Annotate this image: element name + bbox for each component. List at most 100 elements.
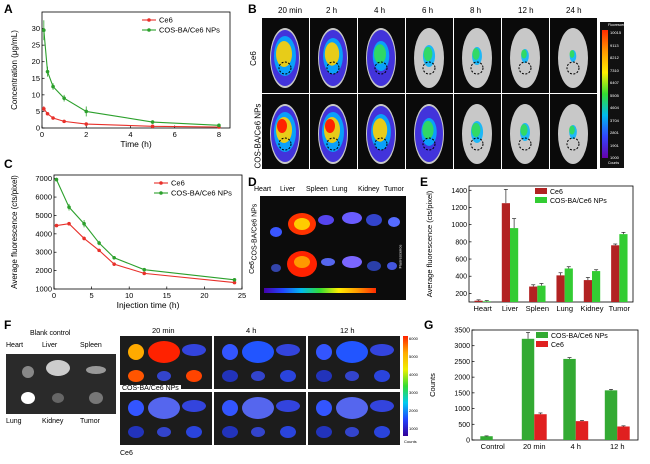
plot-frame: [468, 185, 634, 303]
legend-swatch: [535, 188, 547, 194]
panel-d-organs-svg: [270, 212, 400, 277]
panel-b-time-label: 12 h: [518, 6, 534, 15]
plot-frame: [41, 11, 231, 129]
panel-f-blank-organs: [21, 360, 106, 404]
organ-liver: [148, 341, 180, 363]
bar: [604, 390, 618, 440]
data-point: [51, 116, 55, 120]
data-point: [67, 205, 71, 209]
chart-a: 0 2 4 6 8 0 5 10 15 20 25 30 Time (h) Concentration (…: [10, 11, 231, 149]
panel-f-colorbar-ticks: 6000 5000 4000 3000 2000 1000: [409, 336, 425, 436]
mouse-image-svg: [414, 104, 444, 164]
panel-b-time-labels: 20 min 2 h 4 h 6 h 8 h 12 h 24 h: [254, 6, 594, 18]
bar: [510, 228, 519, 302]
organ-spleen: [276, 400, 300, 412]
legend-label: COS-BA/Ce6 NPs: [171, 189, 232, 198]
tumor-circle: [422, 137, 436, 151]
x-axis-label: Injection time (h): [117, 300, 180, 310]
panel-d-organ-label: Spleen: [306, 186, 328, 193]
data-point: [82, 236, 86, 241]
tumor-circle: [566, 61, 580, 75]
data-point: [232, 280, 237, 285]
organ-heart: [222, 344, 238, 360]
y-tick-label: 25: [32, 41, 40, 50]
legend-marker: [147, 28, 151, 32]
bar: [529, 286, 538, 302]
organ-spleen: [370, 400, 394, 412]
organ-image: [214, 336, 306, 389]
colorbar-tick: 7310: [610, 67, 619, 73]
panel-f-time-label: 12 h: [340, 326, 355, 335]
mouse-image-svg: [558, 28, 588, 88]
signal-inner: [423, 46, 433, 62]
data-point: [217, 123, 221, 128]
x-tick-label: Lung: [556, 304, 573, 313]
colorbar-tick: 9113: [610, 42, 619, 48]
organ-kidney: [251, 427, 265, 437]
organ-lung: [222, 426, 238, 438]
signal-inner: [472, 48, 480, 60]
organ-kidney: [157, 427, 171, 437]
panel-f-time-labels: 20 min 4 h 12 h: [122, 326, 398, 336]
panel-f-colorbar-unit: Counts: [404, 439, 417, 444]
data-point: [54, 177, 59, 182]
mouse-image-svg: [510, 28, 540, 88]
y-tick-label: 2000: [35, 266, 52, 275]
y-tick-label: 2000: [454, 375, 470, 382]
signal-inner: [374, 44, 386, 64]
organ-image: [120, 392, 212, 445]
mouse-image-svg: [366, 28, 396, 88]
signal-inner: [569, 125, 575, 135]
legend-label: Ce6: [550, 189, 563, 196]
organ-spleen: [370, 344, 394, 356]
x-tick-label: Kidney: [581, 304, 604, 313]
chart-e: 200 400 600 800 1000 1200 1400 Average fluoresc…: [425, 185, 634, 313]
y-tick-label: 5: [36, 107, 40, 116]
panel-d-image: Fluorescence: [260, 196, 406, 300]
panel-a-label: A: [4, 2, 13, 16]
mouse-image: [406, 18, 453, 93]
legend-swatch: [535, 197, 547, 203]
colorbar-tick: 2000: [409, 408, 418, 413]
plot-frame: [471, 329, 639, 441]
y-tick-label: 5000: [35, 211, 52, 220]
colorbar-tick: 1000: [409, 426, 418, 431]
data-point: [42, 28, 46, 33]
legend-label: COS-BA/Ce6 NPs: [159, 26, 220, 35]
y-tick-label: 1200: [451, 205, 467, 212]
panel-d-row-label-ce6: Ce6: [248, 261, 256, 274]
organ-lung: [128, 426, 144, 438]
panel-b-colorbar-unit: Counts: [608, 161, 620, 165]
bar: [534, 414, 547, 440]
y-tick-label: 3000: [454, 343, 470, 350]
y-tick-label: 1000: [454, 406, 470, 413]
x-tick-label: 6: [173, 130, 177, 139]
panel-f-organ-label: Tumor: [80, 418, 100, 425]
colorbar-tick: 10015: [610, 30, 622, 35]
organ-heart: [128, 344, 144, 360]
tumor-circle: [566, 137, 580, 151]
bar: [480, 436, 493, 440]
x-tick-label: 20 min: [523, 442, 546, 451]
y-tick-label: 6000: [35, 193, 52, 202]
panel-f-label: F: [4, 318, 12, 332]
tumor-circle: [374, 61, 388, 75]
colorbar-tick: 6407: [610, 80, 619, 85]
data-point: [232, 278, 237, 282]
colorbar-tick: 5505: [610, 92, 619, 98]
y-tick-label: 400: [455, 274, 467, 281]
data-point: [45, 69, 50, 74]
panel-d-organ-label: Kidney: [358, 186, 380, 193]
data-point: [84, 109, 89, 114]
colorbar-tick: 4000: [409, 372, 418, 377]
mouse-image-svg: [318, 104, 348, 164]
organ-tumor: [374, 370, 390, 382]
colorbar-tick: 6000: [409, 336, 418, 341]
y-tick-label: 800: [455, 239, 467, 246]
mouse-image: [502, 94, 549, 169]
organ-image: [120, 336, 212, 389]
data-point: [42, 106, 46, 111]
x-tick-label: 10: [125, 291, 133, 300]
legend-label: Ce6: [171, 179, 185, 188]
y-tick-label: 10: [32, 90, 40, 99]
